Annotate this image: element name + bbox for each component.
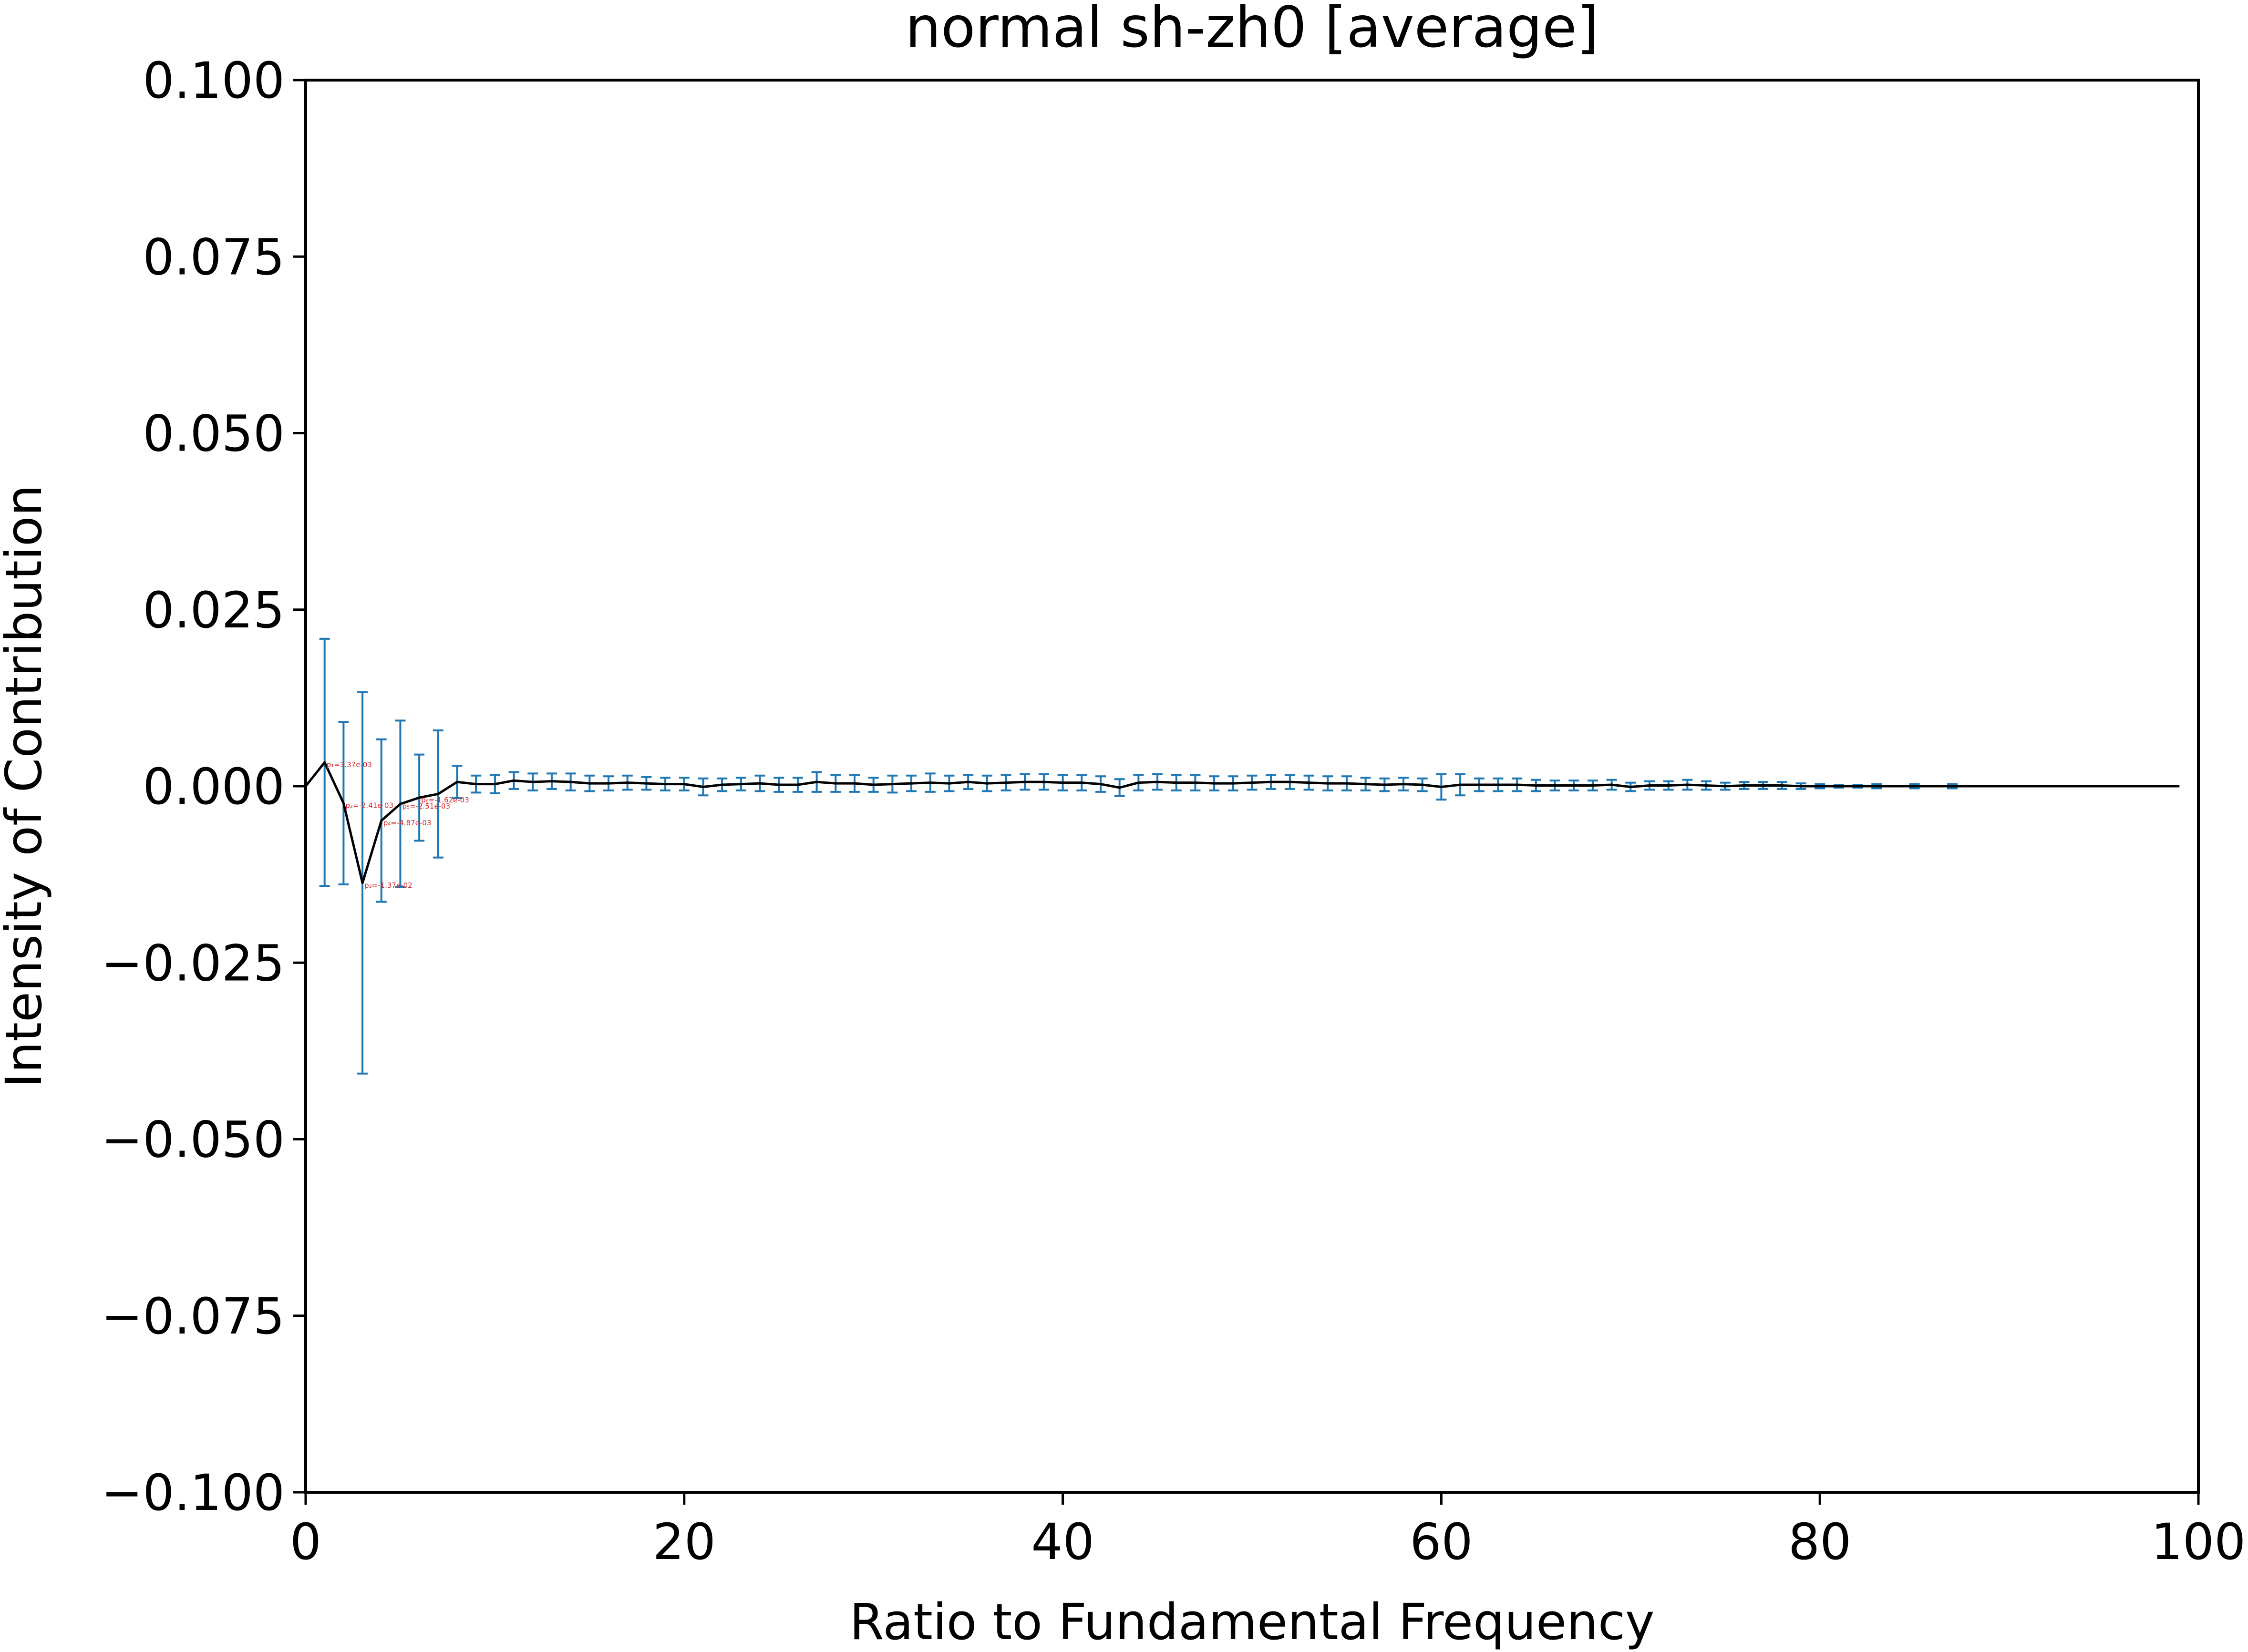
y-tick-label: −0.025 xyxy=(101,934,285,992)
x-axis-ticks: 0 20 40 60 80 100 xyxy=(290,1492,2246,1571)
y-tick-label: 0.050 xyxy=(143,405,285,463)
chart-title: normal sh-zh0 [average] xyxy=(905,0,1598,60)
y-tick-label: 0.100 xyxy=(143,51,285,110)
point-annotation: p₁=3.37e-03 xyxy=(327,760,372,769)
x-tick-label: 40 xyxy=(1031,1513,1094,1571)
y-tick-label: 0.075 xyxy=(143,228,285,286)
point-annotation: p₄=-4.87e-03 xyxy=(383,819,432,827)
y-tick-label: −0.100 xyxy=(101,1464,285,1522)
x-tick-label: 20 xyxy=(653,1513,716,1571)
y-axis-ticks: −0.100 −0.075 −0.050 −0.025 0.000 0.025 0.050 0… xyxy=(101,51,306,1522)
y-axis-label: Intensity of Contribution xyxy=(0,485,53,1088)
x-tick-label: 80 xyxy=(1788,1513,1851,1571)
data-line xyxy=(305,761,2180,884)
x-tick-label: 60 xyxy=(1410,1513,1473,1571)
point-annotation: p₆=-1.62e-03 xyxy=(421,796,469,804)
point-annotation: p₃=-1.37e-02 xyxy=(364,881,412,890)
x-tick-label: 0 xyxy=(290,1513,321,1571)
y-tick-label: −0.050 xyxy=(101,1111,285,1169)
point-annotation: p₂=-2.41e-03 xyxy=(345,801,393,810)
plot-content: p₁=3.37e-03 p₂=-2.41e-03 p₃=-1.37e-02 p₄=-4… xyxy=(305,637,2180,1075)
x-tick-label: 100 xyxy=(2151,1513,2246,1571)
y-tick-label: 0.025 xyxy=(143,581,285,639)
y-tick-label: −0.075 xyxy=(101,1287,285,1345)
x-axis-label: Ratio to Fundamental Frequency xyxy=(849,1593,1654,1650)
point-annotation: p₅=-2.51e-03 xyxy=(402,802,450,811)
y-tick-label: 0.000 xyxy=(143,758,285,816)
